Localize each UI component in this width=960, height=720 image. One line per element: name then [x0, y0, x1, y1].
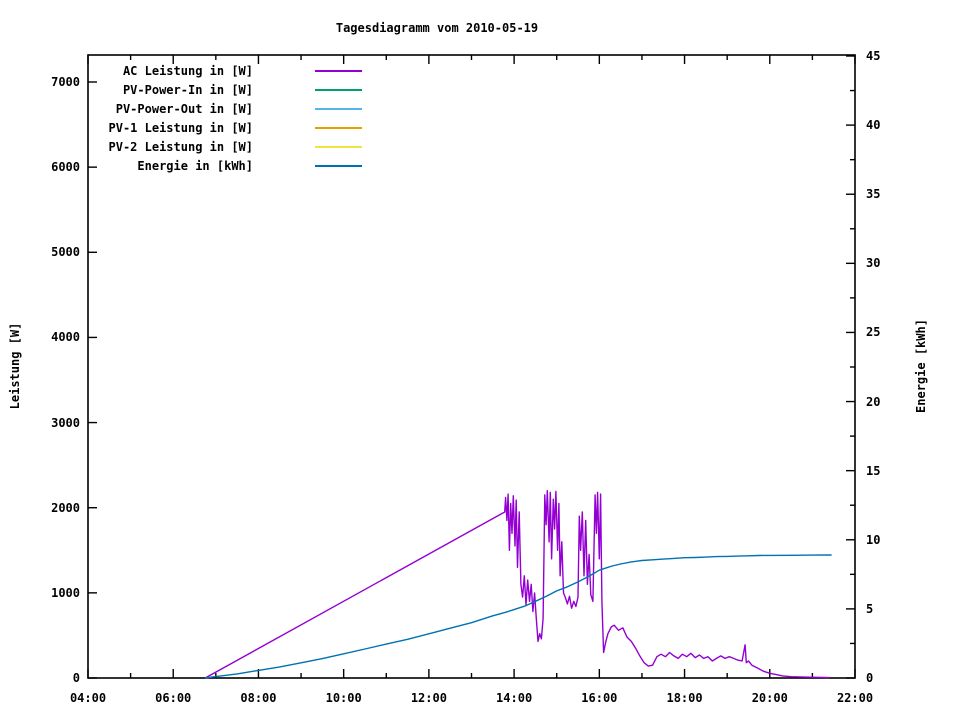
legend-line-swatch-pv-power-in: [315, 89, 362, 91]
x-axis-tick-label: 20:00: [751, 691, 788, 705]
legend-item-pv-1-leistung: PV-1 Leistung in [W]: [98, 120, 362, 136]
legend-label: PV-Power-In in [W]: [122, 83, 253, 97]
left-axis-tick-label: 3000: [51, 415, 80, 430]
legend-line-swatch-pv-power-out: [315, 108, 362, 110]
x-axis-tick-label: 04:00: [69, 691, 107, 705]
right-axis-tick-label: 40: [866, 118, 881, 133]
legend-line-swatch-pv-2-leistung: [315, 146, 362, 148]
legend-label: Energie in [kWh]: [137, 159, 253, 173]
x-axis-tick-label: 08:00: [240, 691, 277, 705]
left-axis-tick-label: 5000: [51, 245, 80, 260]
left-axis-tick-label: 0: [72, 671, 80, 685]
x-axis-tick-label: 06:00: [155, 691, 192, 705]
legend-line-swatch-ac-leistung: [315, 70, 362, 72]
x-axis-tick-label: 16:00: [581, 691, 618, 705]
left-axis-tick-label: 2000: [51, 500, 80, 515]
legend-item-pv-power-out: PV-Power-Out in [W]: [98, 101, 362, 117]
legend-item-pv-power-in: PV-Power-In in [W]: [98, 82, 362, 98]
legend-label: AC Leistung in [W]: [122, 64, 253, 78]
x-axis-tick-label: 10:00: [325, 691, 362, 705]
legend-label: PV-Power-Out in [W]: [115, 102, 253, 116]
right-axis-tick-label: 25: [866, 325, 881, 340]
left-axis-tick-label: 6000: [51, 160, 80, 175]
left-axis-tick-label: 1000: [51, 585, 80, 600]
right-axis-tick-label: 35: [866, 187, 881, 202]
legend-item-ac-leistung: AC Leistung in [W]: [98, 63, 362, 79]
legend-line-swatch-pv-1-leistung: [315, 127, 362, 129]
series-ac-leistung-line: [204, 490, 830, 679]
right-axis-tick-label: 0: [866, 671, 874, 685]
right-axis-tick-label: 45: [866, 49, 881, 63]
series-energie-line: [205, 554, 832, 679]
x-axis-tick-label: 18:00: [666, 691, 703, 705]
x-axis-tick-label: 12:00: [410, 691, 447, 705]
left-axis-tick-label: 7000: [51, 75, 80, 89]
x-axis-tick-label: 14:00: [496, 691, 533, 705]
left-axis-tick-label: 4000: [51, 330, 80, 345]
legend-label: PV-2 Leistung in [W]: [108, 140, 254, 154]
legend-item-pv-2-leistung: PV-2 Leistung in [W]: [98, 139, 362, 155]
x-axis-tick-label: 22:00: [836, 691, 874, 705]
right-axis-tick-label: 30: [866, 256, 881, 271]
right-axis-tick-label: 20: [866, 394, 881, 409]
chart-title: Tagesdiagramm vom 2010-05-19: [335, 21, 539, 35]
right-axis-tick-label: 5: [866, 601, 874, 616]
right-axis-tick-label: 15: [866, 463, 881, 478]
legend-line-swatch-energie: [315, 165, 362, 167]
legend-item-energie: Energie in [kWh]: [98, 158, 362, 174]
right-axis-tick-label: 10: [866, 532, 881, 547]
legend-label: PV-1 Leistung in [W]: [108, 121, 254, 135]
